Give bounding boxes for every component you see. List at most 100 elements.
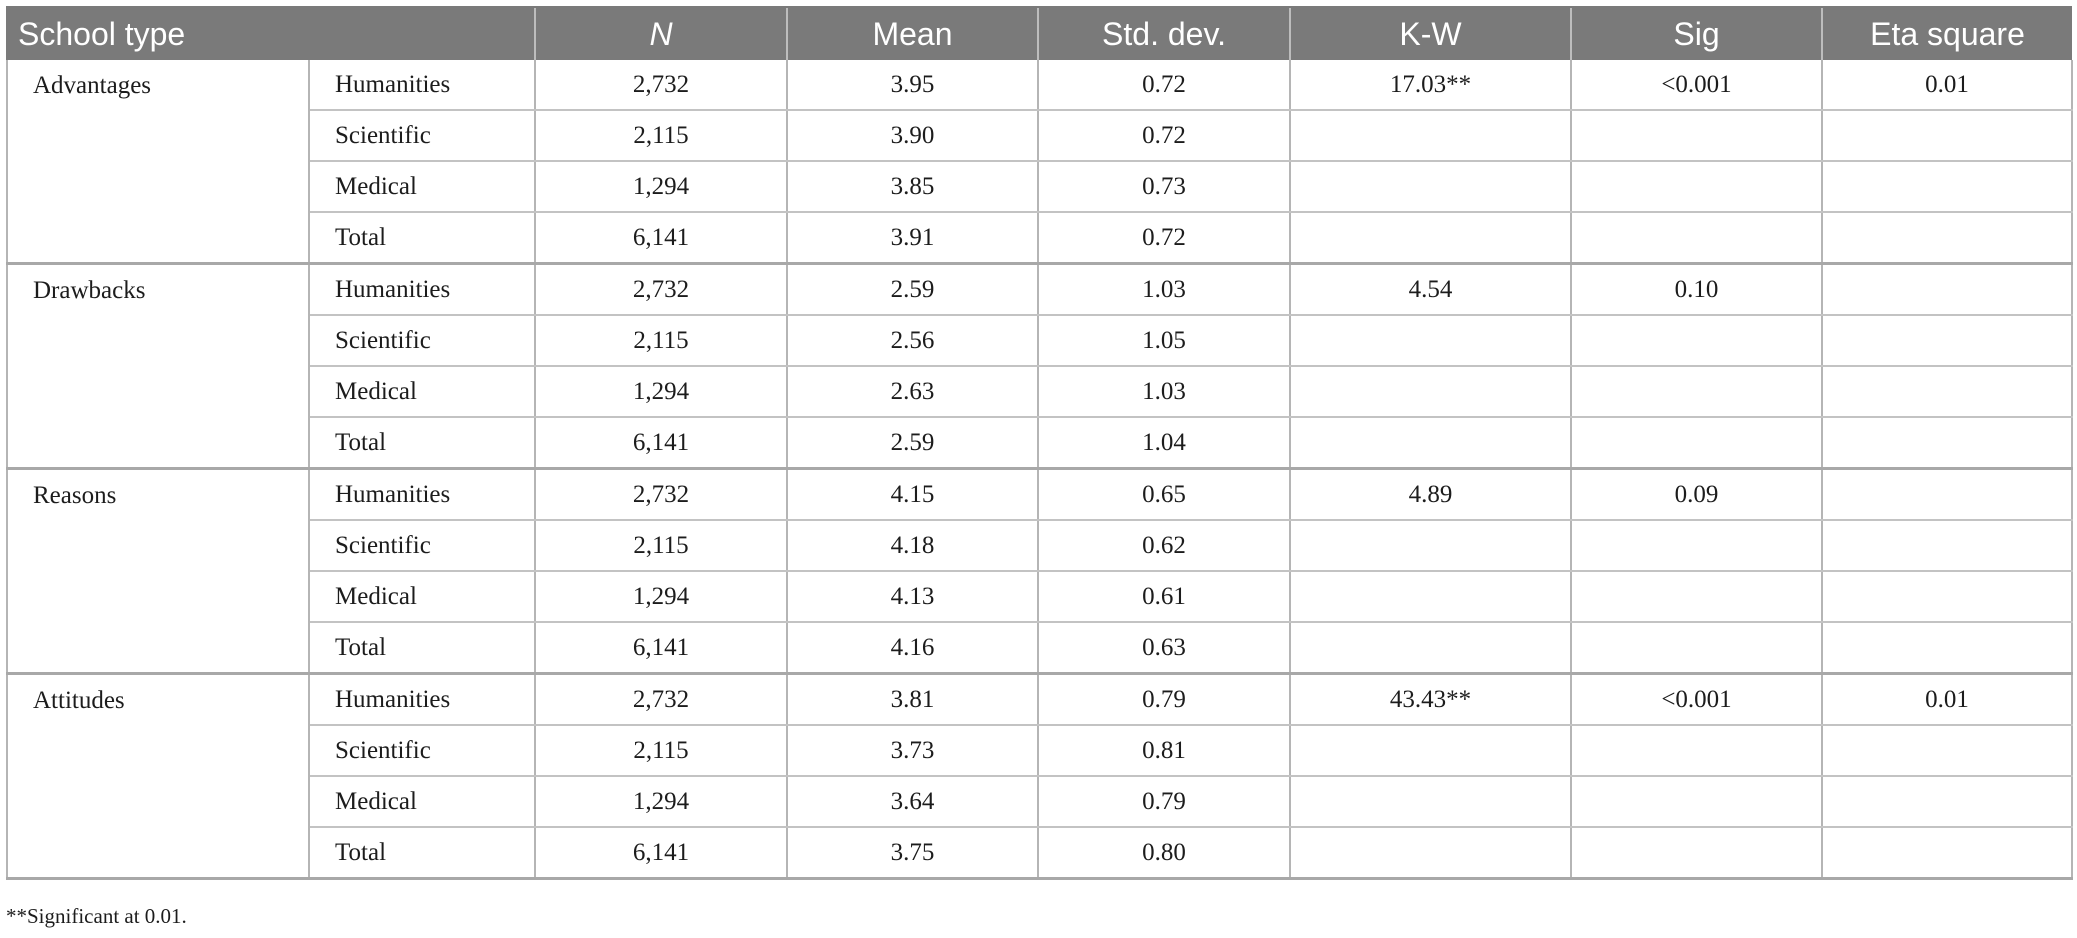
scale-name-cell: Drawbacks	[6, 263, 310, 470]
school-type-cell: Total	[308, 417, 536, 470]
table-row: Attitudes Humanities 2,732 3.81 0.79 43.43** <…	[6, 673, 2073, 880]
kw-cell-empty	[1289, 571, 1572, 623]
mean-cell: 2.63	[786, 366, 1039, 418]
n-cell: 1,294	[534, 776, 788, 828]
eta-square-cell-empty	[1821, 520, 2073, 572]
std-dev-cell: 1.03	[1037, 263, 1291, 316]
kw-cell-empty	[1289, 110, 1572, 162]
kw-cell: 43.43**	[1289, 673, 1572, 726]
school-type-cell: Scientific	[308, 110, 536, 162]
mean-cell: 2.59	[786, 417, 1039, 470]
table-footnote: **Significant at 0.01.	[6, 904, 187, 928]
school-type-cell: Total	[308, 827, 536, 880]
mean-cell: 3.95	[786, 60, 1039, 111]
n-cell: 1,294	[534, 571, 788, 623]
n-cell: 1,294	[534, 161, 788, 213]
n-cell: 6,141	[534, 212, 788, 265]
sig-cell-empty	[1570, 212, 1823, 265]
sig-cell: 0.09	[1570, 468, 1823, 521]
n-cell: 2,732	[534, 673, 788, 726]
mean-cell: 3.91	[786, 212, 1039, 265]
mean-cell: 4.16	[786, 622, 1039, 675]
kw-cell-empty	[1289, 161, 1572, 213]
kw-cell-empty	[1289, 315, 1572, 367]
table-row: Scientific 2,115 4.18 0.62	[7, 520, 2073, 572]
std-dev-cell: 0.72	[1037, 60, 1291, 111]
eta-square-cell-empty	[1821, 827, 2073, 880]
mean-cell: 4.15	[786, 468, 1039, 521]
table-row: Advantages Humanities 2,732 3.95 0.72 17.03**…	[6, 60, 2073, 265]
kw-cell-empty	[1289, 212, 1572, 265]
n-cell: 2,115	[534, 520, 788, 572]
n-cell: 2,115	[534, 725, 788, 777]
kw-cell: 4.54	[1289, 263, 1572, 316]
table-row: Medical 1,294 4.13 0.61	[7, 571, 2073, 623]
eta-square-cell-empty	[1821, 315, 2073, 367]
sig-cell: <0.001	[1570, 60, 1823, 111]
school-type-cell: Scientific	[308, 520, 536, 572]
table-row: Scientific 2,115 3.73 0.81	[7, 725, 2073, 777]
table-row: Scientific 2,115 2.56 1.05	[7, 315, 2073, 367]
mean-cell: 3.75	[786, 827, 1039, 880]
header-n: N	[534, 6, 787, 60]
kw-cell-empty	[1289, 622, 1572, 675]
table-row: Drawbacks Humanities 2,732 2.59 1.03 4.54 0.10	[6, 263, 2073, 470]
n-cell: 1,294	[534, 366, 788, 418]
header-sig: Sig	[1570, 6, 1822, 60]
header-row: School type N Mean Std. dev. K-W Sig Eta…	[6, 6, 2072, 60]
mean-cell: 3.85	[786, 161, 1039, 213]
school-type-cell: Total	[308, 212, 536, 265]
school-type-cell: Medical	[308, 776, 536, 828]
sig-cell: 0.10	[1570, 263, 1823, 316]
school-type-cell: Humanities	[308, 468, 536, 521]
std-dev-cell: 0.61	[1037, 571, 1291, 623]
statistics-table: School type N Mean Std. dev. K-W Sig Eta…	[6, 6, 2073, 880]
mean-cell: 4.13	[786, 571, 1039, 623]
eta-square-cell-empty	[1821, 776, 2073, 828]
scale-name-cell: Attitudes	[6, 673, 310, 880]
std-dev-cell: 1.03	[1037, 366, 1291, 418]
n-cell: 2,732	[534, 263, 788, 316]
eta-square-cell	[1821, 468, 2073, 521]
eta-square-cell-empty	[1821, 725, 2073, 777]
kw-cell: 4.89	[1289, 468, 1572, 521]
mean-cell: 3.64	[786, 776, 1039, 828]
mean-cell: 2.56	[786, 315, 1039, 367]
school-type-cell: Medical	[308, 161, 536, 213]
kw-cell: 17.03**	[1289, 60, 1572, 111]
n-cell: 2,115	[534, 110, 788, 162]
sig-cell-empty	[1570, 725, 1823, 777]
eta-square-cell-empty	[1821, 571, 2073, 623]
sig-cell: <0.001	[1570, 673, 1823, 726]
std-dev-cell: 1.04	[1037, 417, 1291, 470]
sig-cell-empty	[1570, 417, 1823, 470]
eta-square-cell-empty	[1821, 417, 2073, 470]
school-type-cell: Medical	[308, 571, 536, 623]
table-row: Total 6,141 3.75 0.80	[7, 827, 2073, 880]
std-dev-cell: 0.65	[1037, 468, 1291, 521]
kw-cell-empty	[1289, 776, 1572, 828]
table-body: Advantages Humanities 2,732 3.95 0.72 17.03**…	[6, 60, 2073, 880]
sig-cell-empty	[1570, 776, 1823, 828]
table-row: Total 6,141 3.91 0.72	[7, 212, 2073, 265]
kw-cell-empty	[1289, 725, 1572, 777]
n-cell: 6,141	[534, 622, 788, 675]
n-cell: 6,141	[534, 417, 788, 470]
n-cell: 2,732	[534, 468, 788, 521]
table-row: Medical 1,294 3.64 0.79	[7, 776, 2073, 828]
scale-name-cell: Reasons	[6, 468, 310, 675]
std-dev-cell: 0.80	[1037, 827, 1291, 880]
kw-cell-empty	[1289, 366, 1572, 418]
sig-cell-empty	[1570, 161, 1823, 213]
eta-square-cell-empty	[1821, 212, 2073, 265]
eta-square-cell-empty	[1821, 366, 2073, 418]
mean-cell: 3.81	[786, 673, 1039, 726]
sig-cell-empty	[1570, 315, 1823, 367]
header-kw: K-W	[1289, 6, 1571, 60]
school-type-cell: Scientific	[308, 315, 536, 367]
eta-square-cell-empty	[1821, 110, 2073, 162]
std-dev-cell: 0.72	[1037, 212, 1291, 265]
sig-cell-empty	[1570, 366, 1823, 418]
school-type-cell: Medical	[308, 366, 536, 418]
header-school-type: School type	[6, 6, 535, 60]
